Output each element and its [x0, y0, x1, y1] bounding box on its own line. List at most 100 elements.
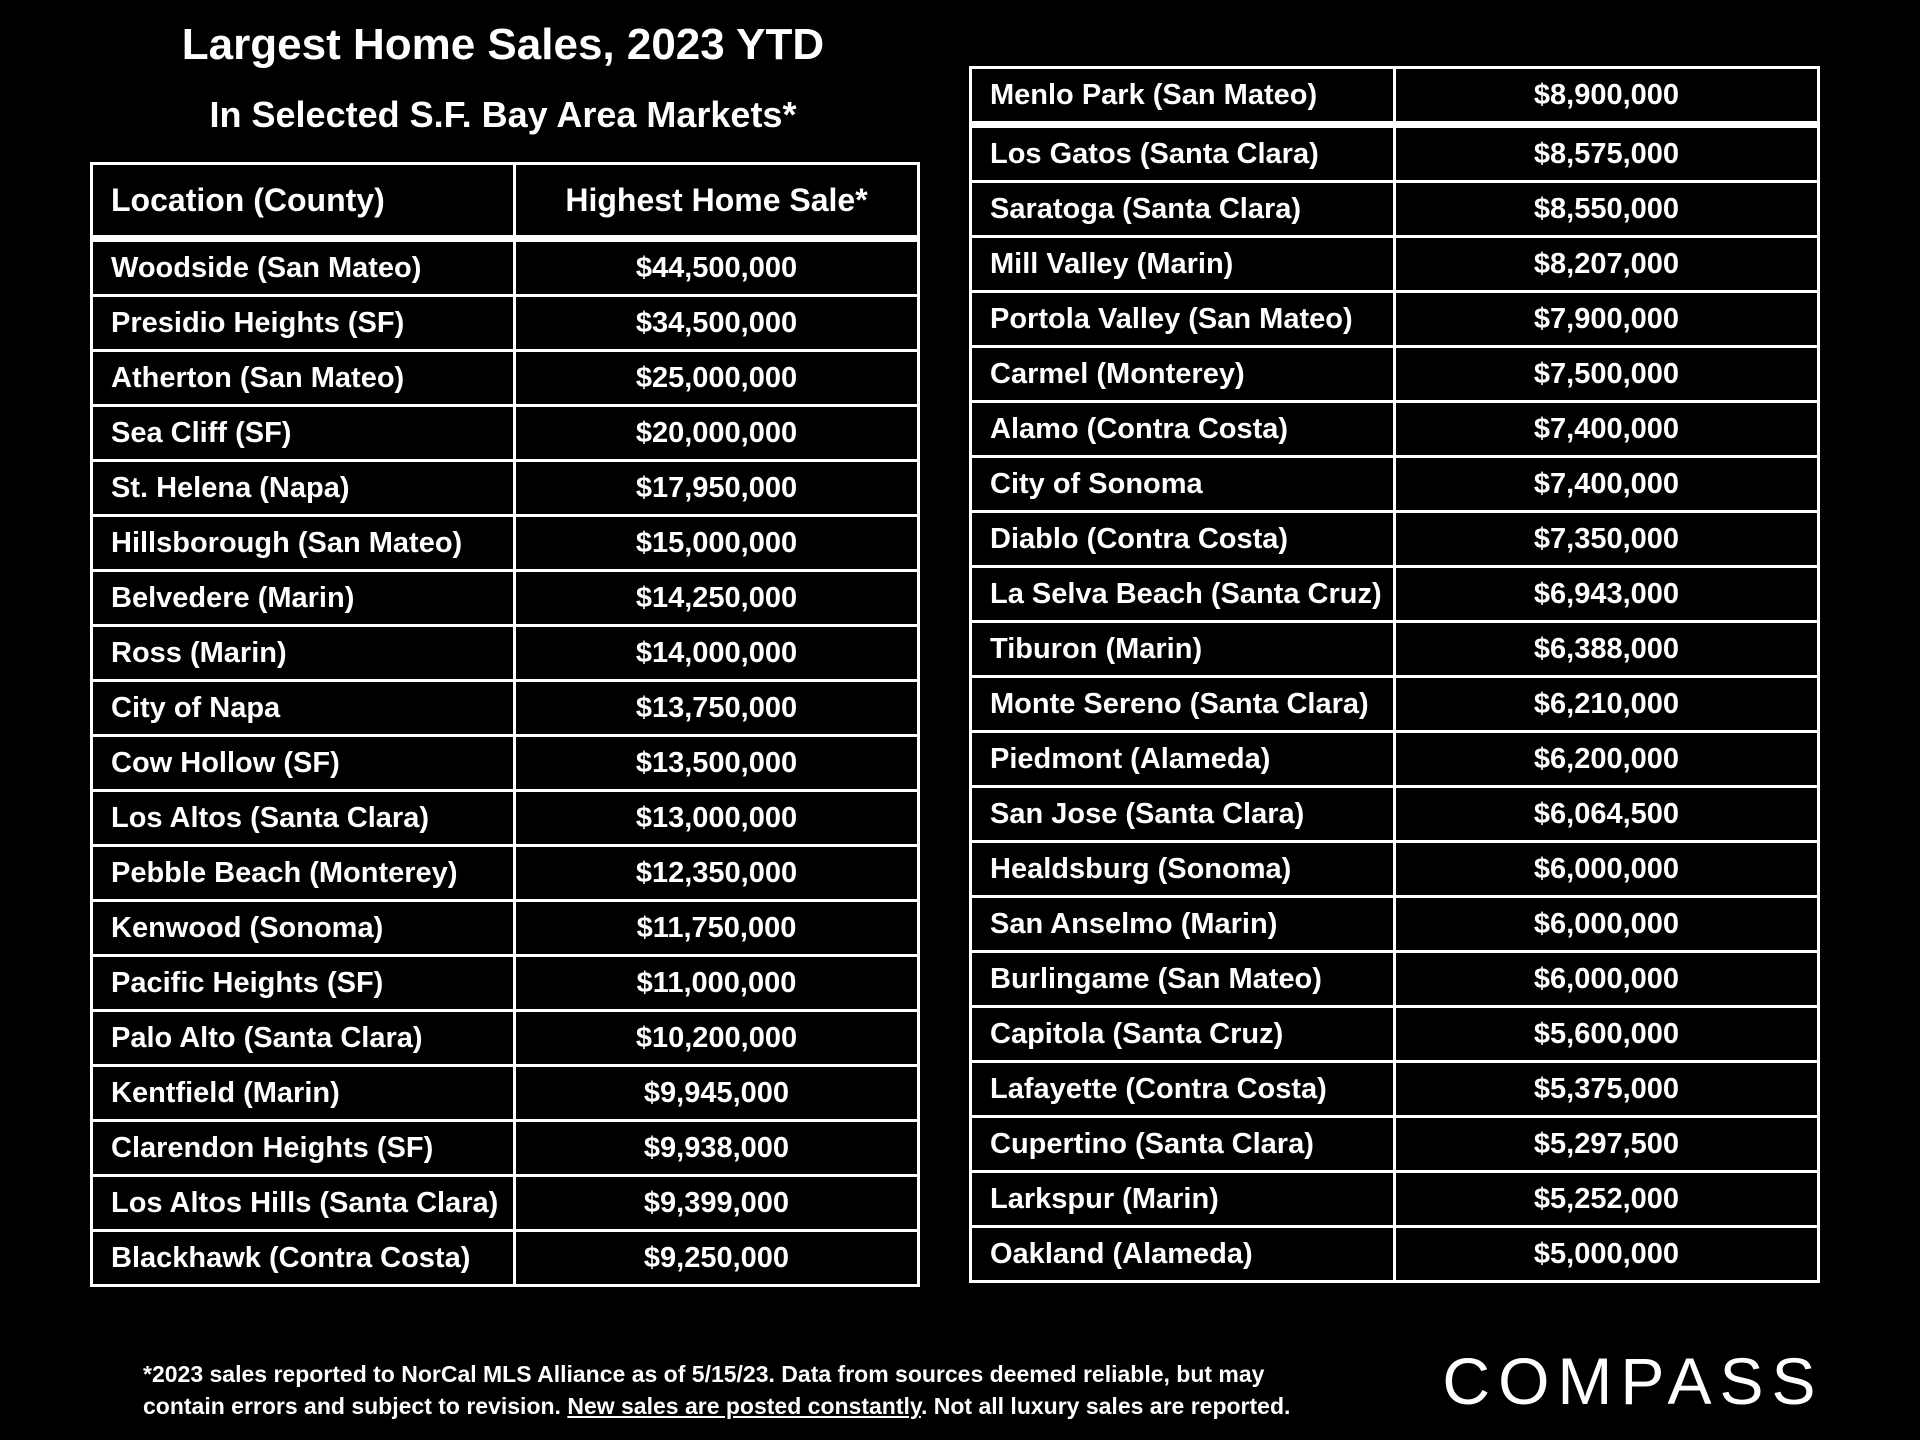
- sale-price-cell: $25,000,000: [513, 349, 920, 407]
- location-cell: City of Sonoma: [969, 455, 1396, 513]
- footnote-line-2-start: contain errors and subject to revision.: [143, 1393, 568, 1419]
- location-cell: Pebble Beach (Monterey): [90, 844, 516, 902]
- sale-price-cell: $6,200,000: [1393, 730, 1820, 788]
- sale-price-cell: $6,943,000: [1393, 565, 1820, 623]
- table-row: Cupertino (Santa Clara) $5,297,500: [969, 1115, 1820, 1173]
- sales-table-left: Location (County) Highest Home Sale* Woo…: [90, 162, 920, 1287]
- table-row: Blackhawk (Contra Costa) $9,250,000: [90, 1229, 920, 1287]
- sale-price-cell: $5,600,000: [1393, 1005, 1820, 1063]
- location-cell: Alamo (Contra Costa): [969, 400, 1396, 458]
- sale-price-cell: $10,200,000: [513, 1009, 920, 1067]
- table-row: San Anselmo (Marin) $6,000,000: [969, 895, 1820, 953]
- location-cell: La Selva Beach (Santa Cruz): [969, 565, 1396, 623]
- location-cell: Piedmont (Alameda): [969, 730, 1396, 788]
- sale-price-cell: $5,000,000: [1393, 1225, 1820, 1283]
- table-row: Clarendon Heights (SF) $9,938,000: [90, 1119, 920, 1177]
- location-cell: Belvedere (Marin): [90, 569, 516, 627]
- sale-price-cell: $8,900,000: [1393, 66, 1820, 128]
- location-cell: Larkspur (Marin): [969, 1170, 1396, 1228]
- sale-price-cell: $5,252,000: [1393, 1170, 1820, 1228]
- location-cell: Los Gatos (Santa Clara): [969, 123, 1396, 183]
- table-row: City of Sonoma $7,400,000: [969, 455, 1820, 513]
- sale-price-cell: $8,550,000: [1393, 180, 1820, 238]
- table-row: Pacific Heights (SF) $11,000,000: [90, 954, 920, 1012]
- table-row: Carmel (Monterey) $7,500,000: [969, 345, 1820, 403]
- table-row: Sea Cliff (SF) $20,000,000: [90, 404, 920, 462]
- table-row: Menlo Park (San Mateo) $8,900,000: [969, 66, 1820, 128]
- table-row: Tiburon (Marin) $6,388,000: [969, 620, 1820, 678]
- location-cell: Burlingame (San Mateo): [969, 950, 1396, 1008]
- footnote: *2023 sales reported to NorCal MLS Allia…: [143, 1358, 1343, 1422]
- location-cell: Cow Hollow (SF): [90, 734, 516, 792]
- location-cell: Kentfield (Marin): [90, 1064, 516, 1122]
- sale-price-cell: $9,938,000: [513, 1119, 920, 1177]
- table-row: Belvedere (Marin) $14,250,000: [90, 569, 920, 627]
- table-row: Kentfield (Marin) $9,945,000: [90, 1064, 920, 1122]
- location-cell: Woodside (San Mateo): [90, 237, 516, 297]
- table-row: Burlingame (San Mateo) $6,000,000: [969, 950, 1820, 1008]
- location-cell: Ross (Marin): [90, 624, 516, 682]
- location-cell: Atherton (San Mateo): [90, 349, 516, 407]
- table-row: Los Altos Hills (Santa Clara) $9,399,000: [90, 1174, 920, 1232]
- table-row: Capitola (Santa Cruz) $5,600,000: [969, 1005, 1820, 1063]
- table-row: Saratoga (Santa Clara) $8,550,000: [969, 180, 1820, 238]
- sale-price-cell: $34,500,000: [513, 294, 920, 352]
- sale-price-cell: $5,297,500: [1393, 1115, 1820, 1173]
- table-row: Portola Valley (San Mateo) $7,900,000: [969, 290, 1820, 348]
- table-row: Cow Hollow (SF) $13,500,000: [90, 734, 920, 792]
- location-cell: Diablo (Contra Costa): [969, 510, 1396, 568]
- table-row: Presidio Heights (SF) $34,500,000: [90, 294, 920, 352]
- table-row: Diablo (Contra Costa) $7,350,000: [969, 510, 1820, 568]
- sale-price-cell: $11,750,000: [513, 899, 920, 957]
- sale-price-cell: $7,900,000: [1393, 290, 1820, 348]
- sale-price-cell: $6,000,000: [1393, 895, 1820, 953]
- location-cell: Sea Cliff (SF): [90, 404, 516, 462]
- location-cell: Portola Valley (San Mateo): [969, 290, 1396, 348]
- table-header-row: Location (County) Highest Home Sale*: [90, 162, 920, 242]
- new-sales-link[interactable]: New sales are posted constantly: [567, 1393, 921, 1419]
- sale-price-cell: $7,350,000: [1393, 510, 1820, 568]
- location-cell: Blackhawk (Contra Costa): [90, 1229, 516, 1287]
- location-cell: Clarendon Heights (SF): [90, 1119, 516, 1177]
- table-row: Mill Valley (Marin) $8,207,000: [969, 235, 1820, 293]
- location-cell: Lafayette (Contra Costa): [969, 1060, 1396, 1118]
- table-row: St. Helena (Napa) $17,950,000: [90, 459, 920, 517]
- sale-price-cell: $11,000,000: [513, 954, 920, 1012]
- location-cell: Cupertino (Santa Clara): [969, 1115, 1396, 1173]
- table-row: City of Napa $13,750,000: [90, 679, 920, 737]
- sale-price-cell: $6,000,000: [1393, 840, 1820, 898]
- location-cell: City of Napa: [90, 679, 516, 737]
- sale-price-cell: $12,350,000: [513, 844, 920, 902]
- sale-price-cell: $13,500,000: [513, 734, 920, 792]
- location-cell: Los Altos Hills (Santa Clara): [90, 1174, 516, 1232]
- location-cell: Oakland (Alameda): [969, 1225, 1396, 1283]
- location-cell: Los Altos (Santa Clara): [90, 789, 516, 847]
- sale-price-cell: $14,250,000: [513, 569, 920, 627]
- sale-price-cell: $9,399,000: [513, 1174, 920, 1232]
- column-header-location: Location (County): [90, 162, 516, 242]
- location-cell: Pacific Heights (SF): [90, 954, 516, 1012]
- table-row: Kenwood (Sonoma) $11,750,000: [90, 899, 920, 957]
- footnote-line-1: *2023 sales reported to NorCal MLS Allia…: [143, 1361, 1265, 1387]
- sale-price-cell: $7,500,000: [1393, 345, 1820, 403]
- location-cell: Palo Alto (Santa Clara): [90, 1009, 516, 1067]
- sale-price-cell: $14,000,000: [513, 624, 920, 682]
- sale-price-cell: $7,400,000: [1393, 400, 1820, 458]
- sale-price-cell: $5,375,000: [1393, 1060, 1820, 1118]
- location-cell: Menlo Park (San Mateo): [969, 66, 1396, 128]
- location-cell: Monte Sereno (Santa Clara): [969, 675, 1396, 733]
- table-row: Palo Alto (Santa Clara) $10,200,000: [90, 1009, 920, 1067]
- sale-price-cell: $6,000,000: [1393, 950, 1820, 1008]
- sale-price-cell: $9,250,000: [513, 1229, 920, 1287]
- table-row: Monte Sereno (Santa Clara) $6,210,000: [969, 675, 1820, 733]
- location-cell: Healdsburg (Sonoma): [969, 840, 1396, 898]
- sales-table-right: Menlo Park (San Mateo) $8,900,000 Los Gato…: [969, 66, 1820, 1283]
- page-title: Largest Home Sales, 2023 YTD: [181, 20, 825, 69]
- location-cell: Presidio Heights (SF): [90, 294, 516, 352]
- sale-price-cell: $8,575,000: [1393, 123, 1820, 183]
- table-row: San Jose (Santa Clara) $6,064,500: [969, 785, 1820, 843]
- table-row: Alamo (Contra Costa) $7,400,000: [969, 400, 1820, 458]
- table-row: Woodside (San Mateo) $44,500,000: [90, 237, 920, 297]
- location-cell: Carmel (Monterey): [969, 345, 1396, 403]
- sale-price-cell: $20,000,000: [513, 404, 920, 462]
